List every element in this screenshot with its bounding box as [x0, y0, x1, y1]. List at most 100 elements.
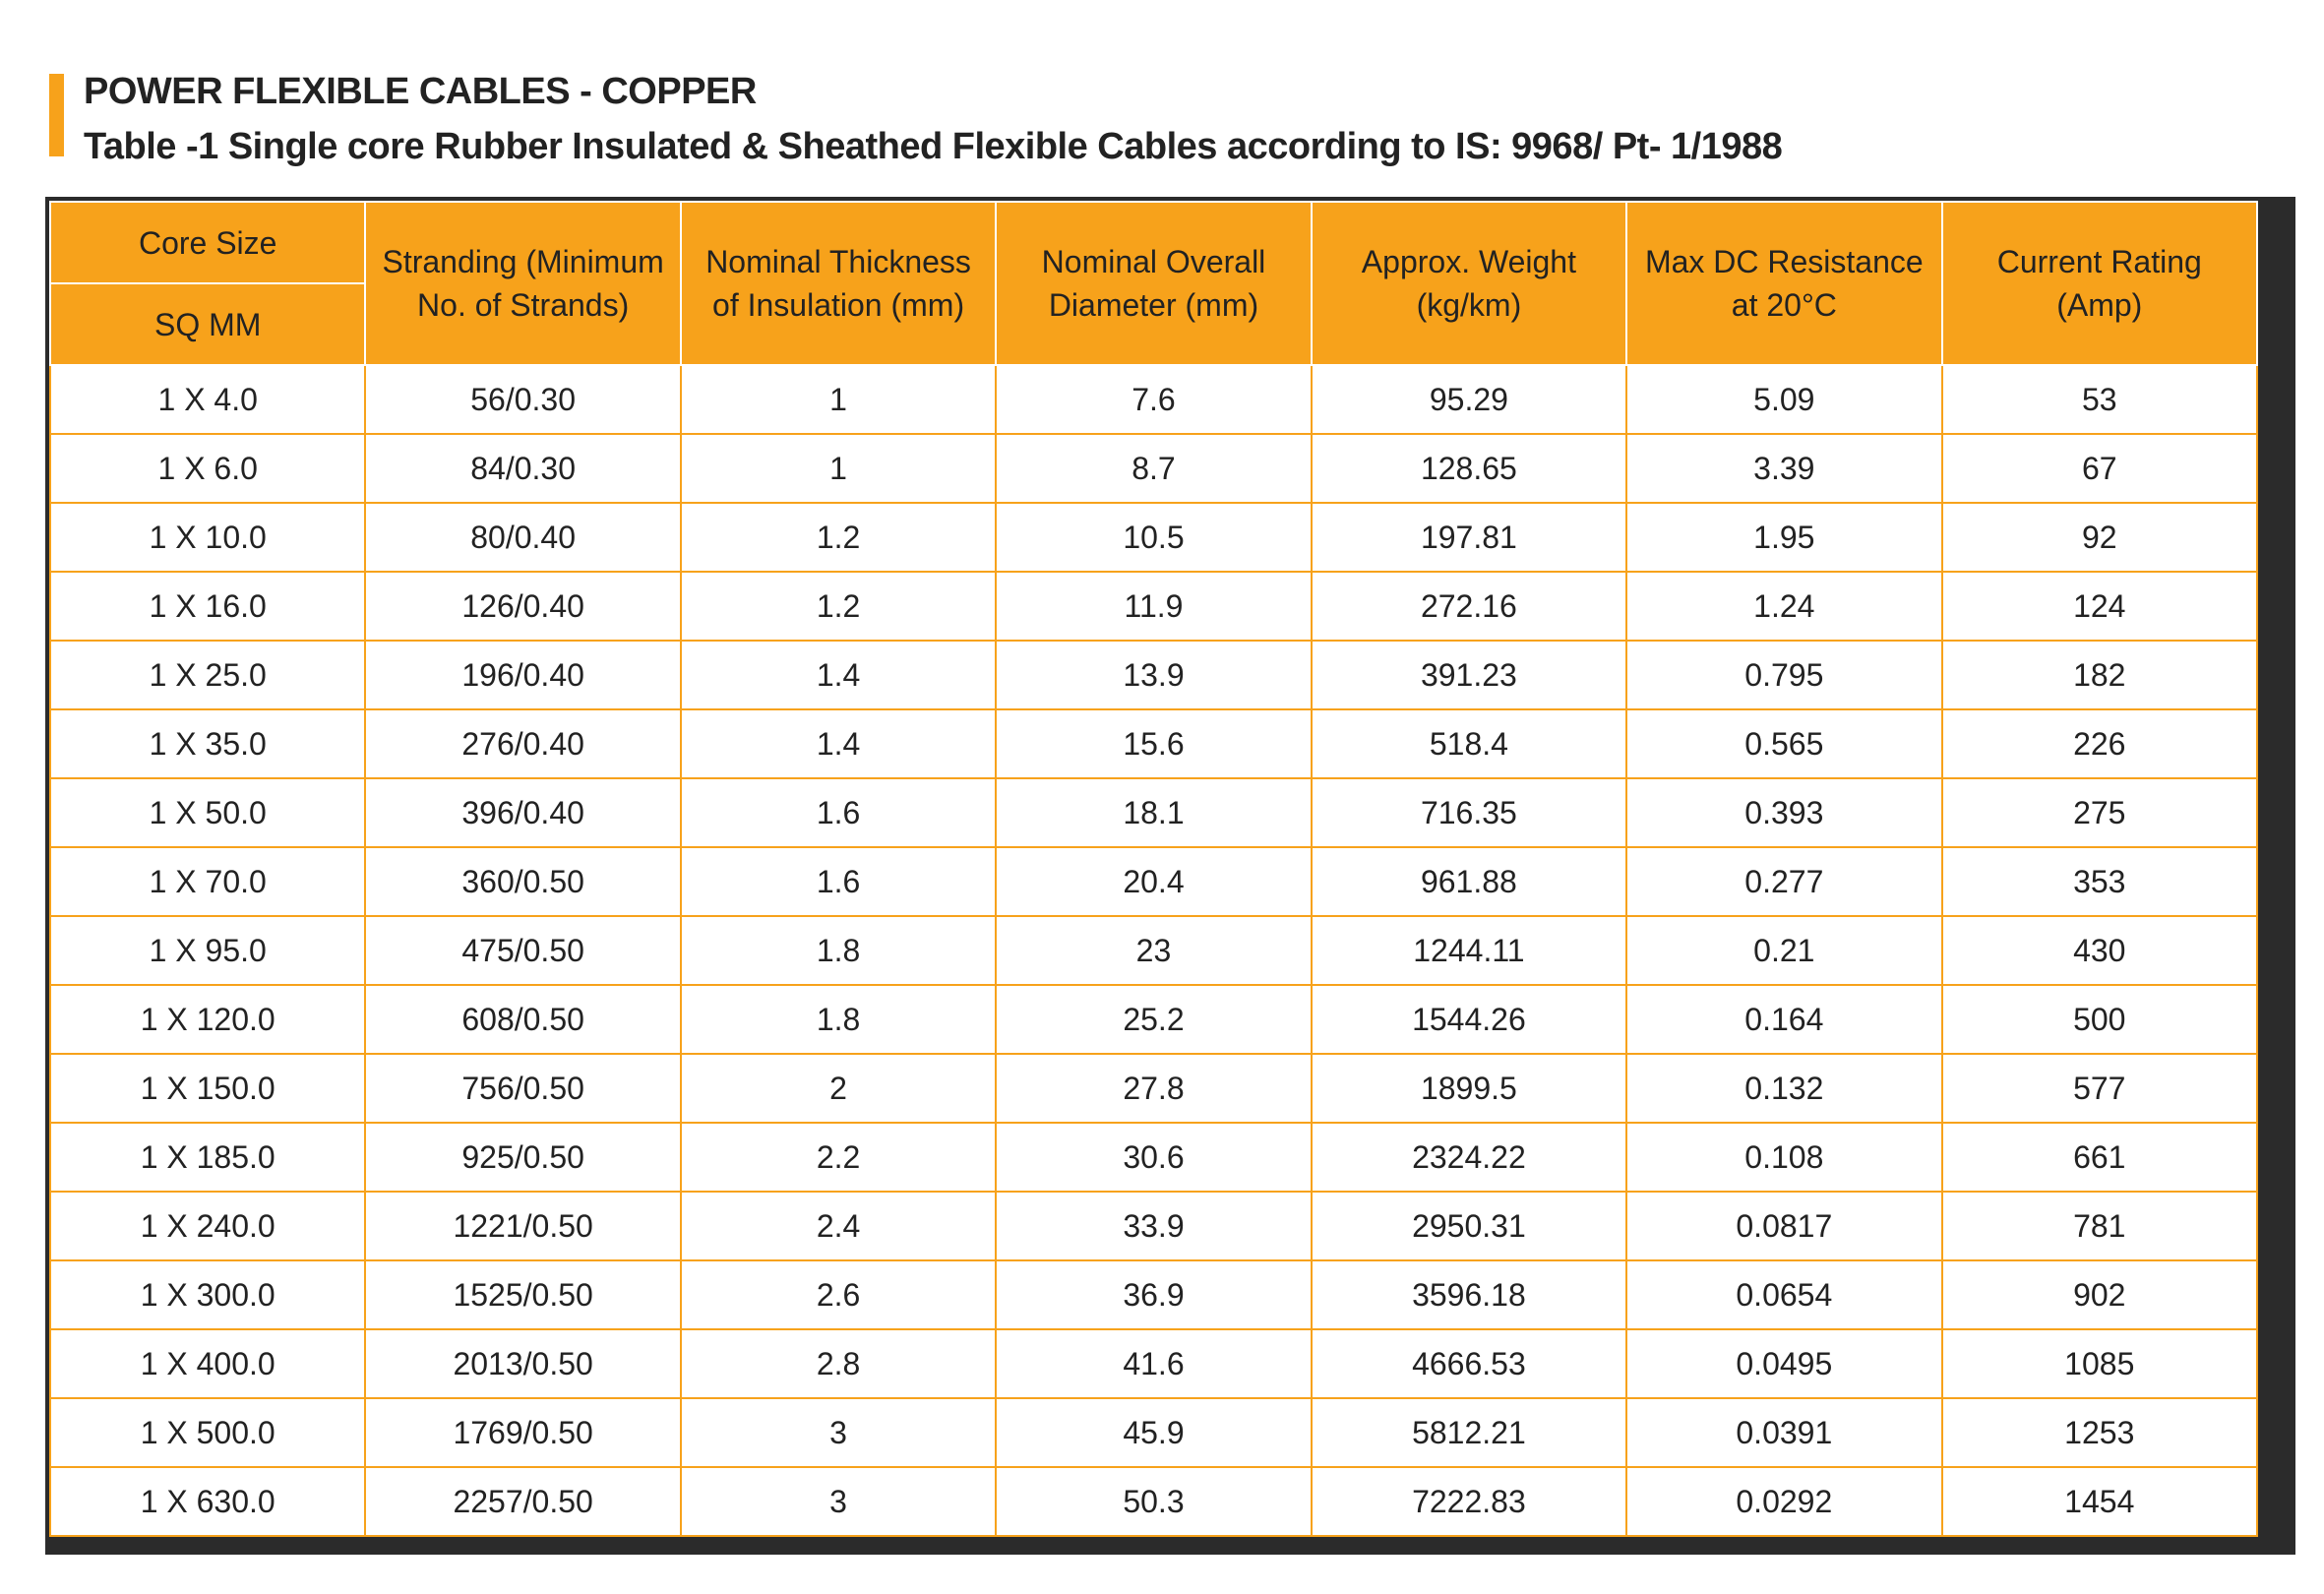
- header-row: Core Size Stranding (Minimum No. of Strand…: [48, 201, 2259, 366]
- table-cell: 518.4: [1310, 708, 1628, 779]
- table-cell: 608/0.50: [364, 984, 682, 1055]
- table-cell: 1 X 400.0: [48, 1328, 367, 1399]
- table-row: 1 X 630.0 2257/0.50 3 50.3 7222.83 0.0292 1454: [48, 1466, 2259, 1537]
- accent-bar: [49, 74, 64, 156]
- table-cell: 1 X 185.0: [48, 1122, 367, 1193]
- table-cell: 1.2: [679, 502, 998, 573]
- table-cell: 0.21: [1625, 915, 1943, 986]
- table-cell: 396/0.40: [364, 777, 682, 848]
- table-cell: 53: [1940, 364, 2259, 435]
- table-cell: 182: [1940, 640, 2259, 710]
- table-cell: 1221/0.50: [364, 1191, 682, 1261]
- table-cell: 1 X 10.0: [48, 502, 367, 573]
- table-cell: 1.6: [679, 846, 998, 917]
- table-cell: 1.2: [679, 571, 998, 642]
- table-cell: 0.0817: [1625, 1191, 1943, 1261]
- table-cell: 2: [679, 1053, 998, 1124]
- header-line: Max DC Resistance: [1644, 244, 1924, 279]
- table-cell: 50.3: [995, 1466, 1313, 1537]
- table-cell: 84/0.30: [364, 433, 682, 504]
- header-line: Approx. Weight: [1361, 244, 1576, 279]
- table-cell: 13.9: [995, 640, 1313, 710]
- table-cell: 475/0.50: [364, 915, 682, 986]
- table-row: 1 X 240.0 1221/0.50 2.4 33.9 2950.31 0.0817 78…: [48, 1191, 2259, 1261]
- table-cell: 80/0.40: [364, 502, 682, 573]
- table-cell: 3: [679, 1397, 998, 1468]
- table-cell: 10.5: [995, 502, 1313, 573]
- table-cell: 781: [1940, 1191, 2259, 1261]
- title: POWER FLEXIBLE CABLES - COPPER: [84, 71, 757, 112]
- table-cell: 0.0654: [1625, 1259, 1943, 1330]
- table-cell: 3.39: [1625, 433, 1943, 504]
- table-cell: 1 X 25.0: [48, 640, 367, 710]
- table-cell: 0.393: [1625, 777, 1943, 848]
- table-cell: 128.65: [1310, 433, 1628, 504]
- header-cell: Max DC Resistance at 20°C: [1625, 201, 1943, 366]
- table-cell: 961.88: [1310, 846, 1628, 917]
- header-cell: Stranding (Minimum No. of Strands): [364, 201, 682, 366]
- table-cell: 1: [679, 364, 998, 435]
- table-cell: 7.6: [995, 364, 1313, 435]
- header-cell: Current Rating (Amp): [1940, 201, 2259, 366]
- table-cell: 1.95: [1625, 502, 1943, 573]
- table-cell: 0.132: [1625, 1053, 1943, 1124]
- table-cell: 7222.83: [1310, 1466, 1628, 1537]
- table-cell: 430: [1940, 915, 2259, 986]
- table-cell: 1 X 50.0: [48, 777, 367, 848]
- table-cell: 67: [1940, 433, 2259, 504]
- header-line: No. of Strands): [417, 287, 630, 323]
- table-cell: 360/0.50: [364, 846, 682, 917]
- table-cell: 1253: [1940, 1397, 2259, 1468]
- table-cell: 1 X 630.0: [48, 1466, 367, 1537]
- table-row: 1 X 16.0 126/0.40 1.2 11.9 272.16 1.24 124: [48, 571, 2259, 642]
- table-cell: 1 X 150.0: [48, 1053, 367, 1124]
- header-cell: Nominal Overall Diameter (mm): [995, 201, 1313, 366]
- header-line: Stranding (Minimum: [382, 244, 664, 279]
- table-cell: 500: [1940, 984, 2259, 1055]
- header-row: SQ MM: [48, 282, 2257, 366]
- table-row: 1 X 70.0 360/0.50 1.6 20.4 961.88 0.277 353: [48, 846, 2259, 917]
- table-cell: 756/0.50: [364, 1053, 682, 1124]
- table-cell: 0.0292: [1625, 1466, 1943, 1537]
- table-cell: 925/0.50: [364, 1122, 682, 1193]
- table-cell: 1 X 6.0: [48, 433, 367, 504]
- table-cell: 15.6: [995, 708, 1313, 779]
- table-cell: 0.277: [1625, 846, 1943, 917]
- table-row: 1 X 400.0 2013/0.50 2.8 41.6 4666.53 0.0495 10…: [48, 1328, 2259, 1399]
- table-cell: 2324.22: [1310, 1122, 1628, 1193]
- table-cell: 18.1: [995, 777, 1313, 848]
- table-cell: 27.8: [995, 1053, 1313, 1124]
- table-cell: 1 X 120.0: [48, 984, 367, 1055]
- table-row: 1 X 10.0 80/0.40 1.2 10.5 197.81 1.95 92: [48, 502, 2259, 573]
- table-row: 1 X 6.0 84/0.30 1 8.7 128.65 3.39 67: [48, 433, 2259, 504]
- table-cell: 1 X 500.0: [48, 1397, 367, 1468]
- table-cell: 577: [1940, 1053, 2259, 1124]
- table-cell: 275: [1940, 777, 2259, 848]
- table-cell: 2950.31: [1310, 1191, 1628, 1261]
- table-cell: 30.6: [995, 1122, 1313, 1193]
- table-cell: 36.9: [995, 1259, 1313, 1330]
- table-cell: 902: [1940, 1259, 2259, 1330]
- table-cell: 353: [1940, 846, 2259, 917]
- table-cell: 1769/0.50: [364, 1397, 682, 1468]
- table-cell: 2.2: [679, 1122, 998, 1193]
- table-cell: 0.164: [1625, 984, 1943, 1055]
- table-cell: 0.0495: [1625, 1328, 1943, 1399]
- table-cell: 1899.5: [1310, 1053, 1628, 1124]
- header-line: (Amp): [2056, 287, 2143, 323]
- table-row: 1 X 50.0 396/0.40 1.6 18.1 716.35 0.393 275: [48, 777, 2259, 848]
- table-cell: 56/0.30: [364, 364, 682, 435]
- table-cell: 2.6: [679, 1259, 998, 1330]
- header-line: of Insulation (mm): [712, 287, 965, 323]
- header-line: at 20°C: [1731, 287, 1837, 323]
- table-row: 1 X 185.0 925/0.50 2.2 30.6 2324.22 0.108 661: [48, 1122, 2259, 1193]
- table-cell: 196/0.40: [364, 640, 682, 710]
- header-line: (kg/km): [1416, 287, 1522, 323]
- table-cell: 1.8: [679, 915, 998, 986]
- table-cell: 20.4: [995, 846, 1313, 917]
- table-cell: 197.81: [1310, 502, 1628, 573]
- table-cell: 5812.21: [1310, 1397, 1628, 1468]
- table-cell: 1.24: [1625, 571, 1943, 642]
- table-cell: 1.4: [679, 640, 998, 710]
